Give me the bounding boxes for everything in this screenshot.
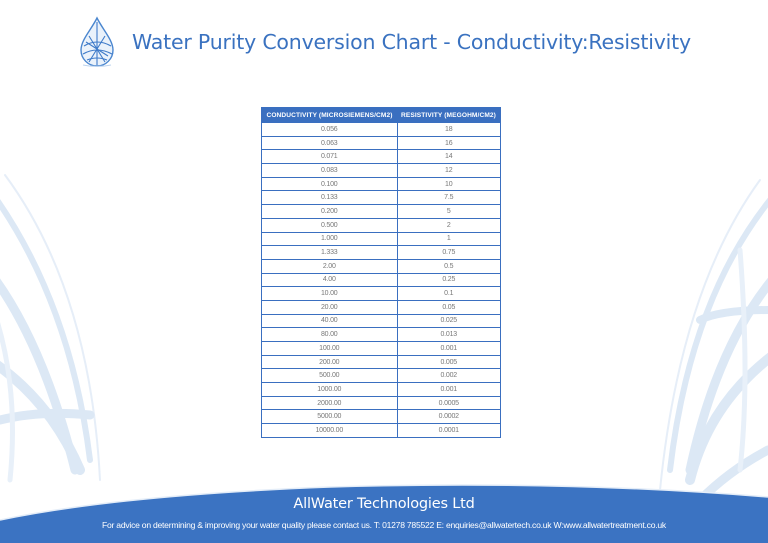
resistivity-cell: 0.0005	[396, 395, 501, 411]
conductivity-cell: 0.100	[261, 176, 398, 192]
conductivity-cell: 500.00	[261, 368, 398, 384]
resistivity-cell: 0.001	[396, 382, 501, 397]
conductivity-cell: 1000.00	[261, 382, 398, 397]
table-row: 2000.00 0.0005	[261, 395, 501, 411]
table-row: 0.056 18	[261, 122, 501, 137]
resistivity-cell: 5	[396, 204, 501, 219]
conductivity-cell: 1.000	[261, 231, 398, 247]
resistivity-cell: 12	[396, 163, 501, 178]
table-row: 10000.00 0.0001	[261, 423, 501, 438]
table-row: 0.083 12	[261, 163, 501, 178]
column-header-conductivity: CONDUCTIVITY (MICROSIEMENS/CM2)	[261, 107, 397, 123]
page-header: Water Purity Conversion Chart - Conducti…	[77, 12, 691, 72]
conductivity-cell: 0.133	[261, 190, 398, 206]
table-row: 10.00 0.1	[261, 286, 501, 301]
resistivity-cell: 0.001	[396, 341, 501, 356]
resistivity-cell: 0.013	[396, 327, 501, 342]
conductivity-cell: 4.00	[261, 272, 398, 288]
conductivity-cell: 100.00	[261, 341, 398, 356]
conductivity-cell: 0.083	[261, 163, 398, 178]
table-row: 40.00 0.025	[261, 313, 501, 329]
contact-info: For advice on determining & improving yo…	[102, 520, 666, 530]
resistivity-cell: 0.0002	[396, 409, 501, 425]
page-title: Water Purity Conversion Chart - Conducti…	[132, 30, 691, 54]
table-header-row: CONDUCTIVITY (MICROSIEMENS/CM2) RESISTIV…	[261, 107, 501, 123]
company-name: AllWater Technologies Ltd	[293, 496, 475, 512]
conductivity-cell: 5000.00	[261, 409, 398, 425]
table-row: 20.00 0.05	[261, 299, 501, 315]
resistivity-cell: 0.25	[396, 272, 501, 288]
resistivity-cell: 2	[396, 217, 501, 233]
table-row: 4.00 0.25	[261, 272, 501, 288]
column-header-resistivity: RESISTIVITY (MEGOHM/CM2)	[397, 107, 501, 123]
conductivity-cell: 1.333	[261, 245, 398, 260]
conductivity-cell: 40.00	[261, 313, 398, 329]
table-row: 0.500 2	[261, 217, 501, 233]
table-row: 0.071 14	[261, 149, 501, 165]
resistivity-cell: 7.5	[396, 190, 501, 206]
table-row: 1000.00 0.001	[261, 382, 501, 397]
table-row: 200.00 0.005	[261, 354, 501, 370]
conductivity-cell: 0.200	[261, 204, 398, 219]
water-drop-logo-icon	[80, 16, 114, 67]
resistivity-cell: 10	[396, 176, 501, 192]
resistivity-cell: 0.1	[396, 286, 501, 301]
conversion-table-container: CONDUCTIVITY (MICROSIEMENS/CM2) RESISTIV…	[261, 107, 501, 438]
table-row: 5000.00 0.0002	[261, 409, 501, 425]
conductivity-cell: 200.00	[261, 354, 398, 370]
conductivity-cell: 2.00	[261, 258, 398, 274]
conductivity-cell: 20.00	[261, 299, 398, 315]
table-row: 1.333 0.75	[261, 245, 501, 260]
resistivity-cell: 16	[396, 135, 501, 151]
conductivity-cell: 80.00	[261, 327, 398, 342]
conductivity-cell: 0.500	[261, 217, 398, 233]
conversion-table: CONDUCTIVITY (MICROSIEMENS/CM2) RESISTIV…	[261, 107, 501, 438]
table-row: 80.00 0.013	[261, 327, 501, 342]
resistivity-cell: 0.0001	[396, 423, 501, 438]
table-row: 500.00 0.002	[261, 368, 501, 384]
conductivity-cell: 10000.00	[261, 423, 398, 438]
resistivity-cell: 0.025	[396, 313, 501, 329]
resistivity-cell: 1	[396, 231, 501, 247]
table-row: 1.000 1	[261, 231, 501, 247]
resistivity-cell: 0.002	[396, 368, 501, 384]
resistivity-cell: 0.5	[396, 258, 501, 274]
resistivity-cell: 14	[396, 149, 501, 165]
table-row: 0.200 5	[261, 204, 501, 219]
conductivity-cell: 0.063	[261, 135, 398, 151]
conductivity-cell: 2000.00	[261, 395, 398, 411]
conductivity-cell: 10.00	[261, 286, 398, 301]
table-row: 0.133 7.5	[261, 190, 501, 206]
table-row: 100.00 0.001	[261, 341, 501, 356]
conductivity-cell: 0.071	[261, 149, 398, 165]
table-row: 2.00 0.5	[261, 258, 501, 274]
resistivity-cell: 0.75	[396, 245, 501, 260]
resistivity-cell: 0.005	[396, 354, 501, 370]
table-row: 0.100 10	[261, 176, 501, 192]
resistivity-cell: 18	[396, 122, 501, 137]
conductivity-cell: 0.056	[261, 122, 398, 137]
resistivity-cell: 0.05	[396, 299, 501, 315]
table-row: 0.063 16	[261, 135, 501, 151]
